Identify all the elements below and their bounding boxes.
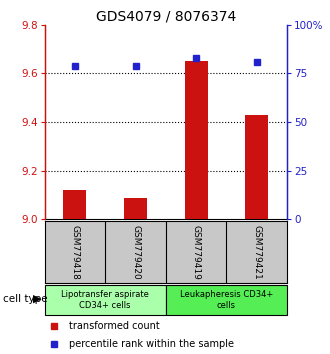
- Bar: [45, 285, 166, 315]
- Text: cell type: cell type: [3, 294, 48, 304]
- Text: GSM779418: GSM779418: [70, 225, 80, 280]
- Title: GDS4079 / 8076374: GDS4079 / 8076374: [96, 10, 236, 24]
- Text: GSM779421: GSM779421: [252, 225, 261, 280]
- Text: Leukapheresis CD34+
cells: Leukapheresis CD34+ cells: [180, 290, 273, 310]
- Bar: [63, 190, 86, 219]
- Bar: [245, 115, 268, 219]
- Bar: [124, 198, 147, 219]
- Bar: [166, 285, 287, 315]
- Text: percentile rank within the sample: percentile rank within the sample: [69, 339, 234, 349]
- Text: Lipotransfer aspirate
CD34+ cells: Lipotransfer aspirate CD34+ cells: [61, 290, 149, 310]
- Bar: [184, 61, 208, 219]
- Text: GSM779419: GSM779419: [192, 225, 201, 280]
- Text: ▶: ▶: [33, 294, 42, 304]
- Text: GSM779420: GSM779420: [131, 225, 140, 280]
- Text: transformed count: transformed count: [69, 321, 160, 331]
